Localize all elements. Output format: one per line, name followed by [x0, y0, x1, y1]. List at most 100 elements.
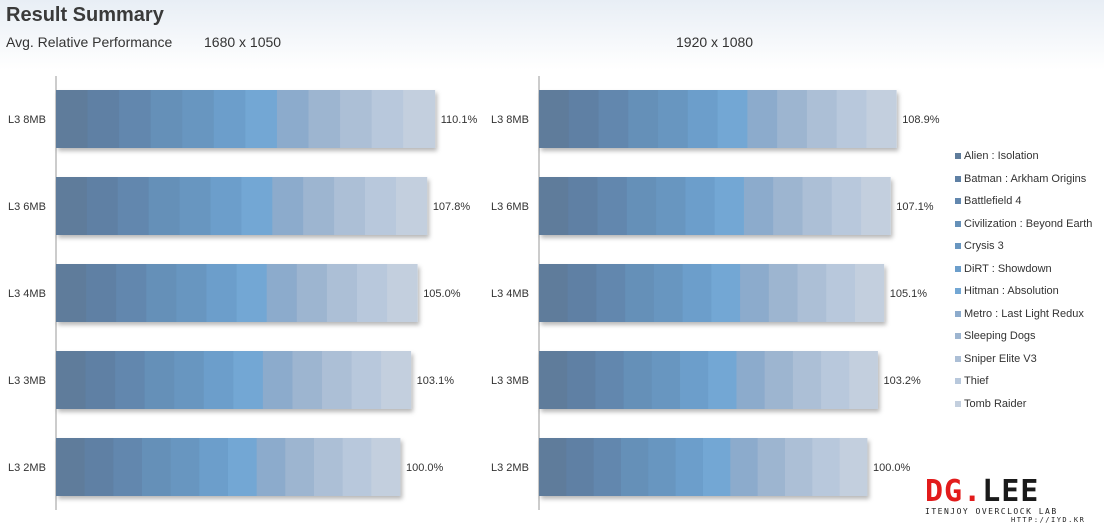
bar-segment	[148, 177, 180, 235]
panel-title-1920x1080: 1920 x 1080	[676, 34, 754, 50]
bar-segment	[203, 351, 234, 409]
bar-segment	[245, 90, 278, 148]
bar-segment	[322, 351, 352, 409]
bar-segment	[292, 351, 323, 409]
legend-label: Sniper Elite V3	[964, 352, 1037, 365]
bar-stack	[539, 90, 897, 148]
legend-swatch	[955, 153, 961, 159]
bar-value-label: 105.0%	[423, 288, 461, 300]
bar-segment	[625, 264, 655, 322]
bar-segment	[651, 351, 681, 409]
bar-segment	[626, 177, 657, 235]
bar-segment	[566, 438, 595, 496]
bar-segment	[170, 438, 200, 496]
legend-swatch	[955, 198, 961, 204]
bar-segment	[56, 90, 88, 148]
bar-segment	[658, 90, 689, 148]
bar-segment	[86, 177, 119, 235]
bar-segment	[272, 177, 304, 235]
bar-stack	[56, 90, 436, 148]
bar-segment	[568, 177, 598, 235]
bar-segment	[276, 90, 309, 148]
bar-segment	[792, 351, 822, 409]
bar-segment	[365, 177, 397, 235]
bar-segment	[116, 264, 147, 322]
bar-segment	[357, 264, 388, 322]
bar-segment	[740, 264, 770, 322]
bar-segment	[797, 264, 827, 322]
bar-segment	[743, 177, 774, 235]
bar-segment	[747, 90, 778, 148]
bar-stack	[539, 438, 868, 496]
category-label: L3 3MB	[491, 375, 529, 387]
bar-segment	[395, 177, 428, 235]
bar-value-label: 107.1%	[896, 201, 934, 213]
bar-segment	[653, 264, 684, 322]
bar-stack	[56, 438, 401, 496]
bar-segment	[568, 90, 599, 148]
legend-label: Thief	[964, 375, 989, 387]
bar-segment	[206, 264, 237, 322]
bar-segment	[176, 264, 207, 322]
bar-segment	[685, 177, 716, 235]
bar-segment	[199, 438, 229, 496]
bar-segment	[598, 90, 629, 148]
bar-value-label: 108.9%	[902, 114, 940, 126]
bar-segment	[403, 90, 436, 148]
bar-segment	[539, 351, 568, 409]
bar-stack	[539, 351, 878, 409]
category-label: L3 4MB	[8, 288, 46, 300]
logo-url: HTTP://IYD.KR	[1011, 516, 1086, 524]
category-label: L3 6MB	[8, 201, 46, 213]
bar-segment	[596, 264, 626, 322]
bar-segment	[285, 438, 315, 496]
legend-swatch	[955, 400, 961, 407]
chart-panel-2: L3 8MB 108.9% L3 6MB 107.1% L3 4MB 105.1% L3 3…	[491, 76, 940, 510]
bar-segment	[85, 351, 116, 409]
bar-segment	[150, 90, 183, 148]
bar-segment	[303, 177, 335, 235]
bar-segment	[334, 177, 366, 235]
bar-segment	[821, 351, 850, 409]
bar-segment	[711, 264, 741, 322]
bar-segment	[593, 438, 622, 496]
bar-segment	[656, 177, 686, 235]
bar-segment	[227, 438, 258, 496]
logo-tagline: ITENJOY OVERCLOCK LAB	[925, 507, 1058, 516]
bar-segment	[836, 90, 867, 148]
legend-swatch	[955, 220, 961, 227]
legend-label: DiRT : Showdown	[964, 262, 1052, 275]
chart-panel-1: L3 8MB 110.1% L3 6MB 107.8% L3 4MB 105.0% L3 3…	[8, 76, 477, 510]
bar-value-label: 110.1%	[441, 114, 478, 126]
bar-segment	[313, 438, 344, 496]
panel-title-1680x1050: 1680 x 1050	[204, 34, 282, 50]
legend-label: Alien : Isolation	[964, 150, 1039, 162]
bar-segment	[802, 177, 833, 235]
bar-value-label: 107.8%	[433, 201, 471, 213]
bar-segment	[623, 351, 653, 409]
logo-wordmark: DG.LEE	[925, 476, 1039, 508]
bar-segment	[839, 438, 868, 496]
legend-swatch	[955, 265, 961, 272]
bar-segment	[812, 438, 841, 496]
bar-segment	[142, 438, 172, 496]
legend-label: Metro : Last Light Redux	[964, 307, 1084, 320]
bar-segment	[144, 351, 175, 409]
bar-value-label: 103.1%	[417, 375, 455, 387]
bar-segment	[628, 90, 659, 148]
dglee-logo: DG.LEE ITENJOY OVERCLOCK LAB HTTP://IYD.…	[925, 476, 1100, 525]
bar-segment	[174, 351, 205, 409]
bar-segment	[806, 90, 838, 148]
category-label: L3 8MB	[8, 114, 46, 126]
legend-swatch	[955, 288, 961, 294]
bar-segment	[86, 264, 117, 322]
legend-swatch	[955, 243, 961, 249]
bar-segment	[777, 90, 808, 148]
bar-segment	[567, 264, 597, 322]
bar-segment	[717, 90, 748, 148]
bar-segment	[387, 264, 418, 322]
bar-segment	[119, 90, 152, 148]
category-label: L3 8MB	[491, 114, 529, 126]
bar-segment	[539, 177, 569, 235]
category-label: L3 2MB	[8, 462, 46, 474]
